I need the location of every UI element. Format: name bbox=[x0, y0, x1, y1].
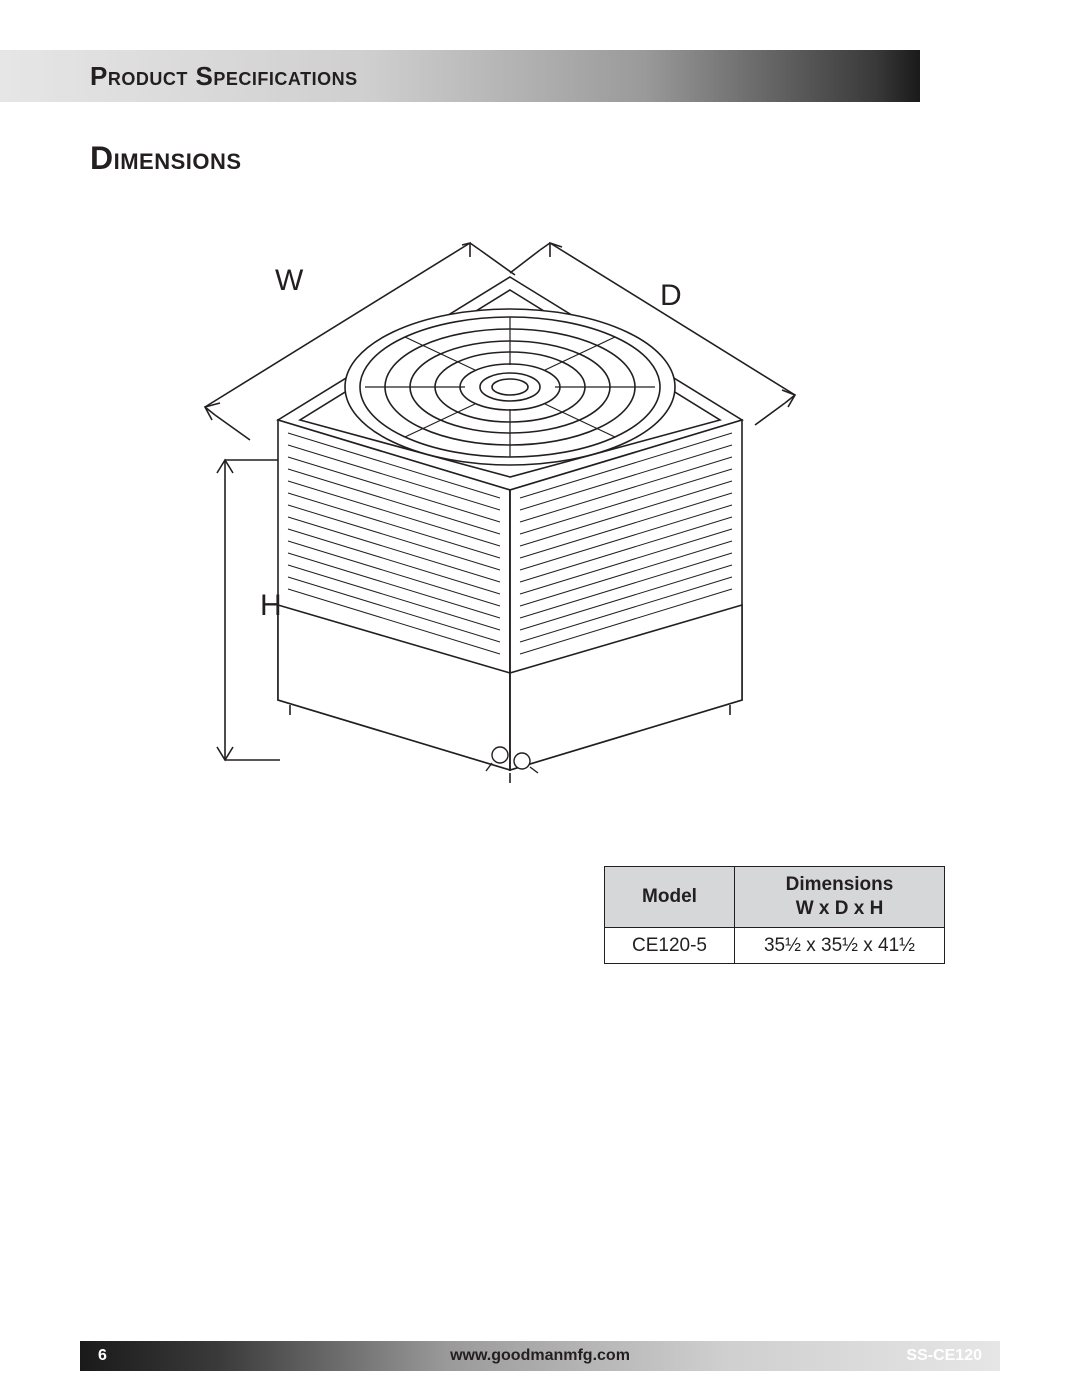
dimensions-table: Model Dimensions W x D x H CE120-5 35½ x… bbox=[604, 866, 945, 964]
dimensions-diagram: W D H bbox=[170, 215, 810, 790]
header-label: Product Specifications bbox=[90, 61, 358, 92]
dim-label-w: W bbox=[275, 264, 304, 297]
table-row: CE120-5 35½ x 35½ x 41½ bbox=[605, 927, 945, 964]
table-header-row: Model Dimensions W x D x H bbox=[605, 867, 945, 928]
th-dims-line2: W x D x H bbox=[796, 898, 884, 919]
unit-body bbox=[278, 277, 742, 783]
section-title: Dimensions bbox=[90, 140, 242, 177]
th-model: Model bbox=[605, 867, 735, 928]
dim-label-h: H bbox=[260, 589, 282, 622]
th-dimensions: Dimensions W x D x H bbox=[735, 867, 945, 928]
page: Product Specifications Dimensions bbox=[0, 0, 1080, 1397]
cell-dims: 35½ x 35½ x 41½ bbox=[735, 927, 945, 964]
unit-diagram-svg: W D H bbox=[170, 215, 810, 790]
footer-url: www.goodmanmfg.com bbox=[80, 1347, 1000, 1365]
footer-bar: 6 www.goodmanmfg.com SS-CE120 bbox=[80, 1341, 1000, 1371]
th-dims-line1: Dimensions bbox=[786, 874, 894, 895]
footer-doc-code: SS-CE120 bbox=[906, 1347, 982, 1365]
dim-label-d: D bbox=[660, 279, 682, 312]
cell-model: CE120-5 bbox=[605, 927, 735, 964]
header-bar: Product Specifications bbox=[0, 50, 920, 102]
